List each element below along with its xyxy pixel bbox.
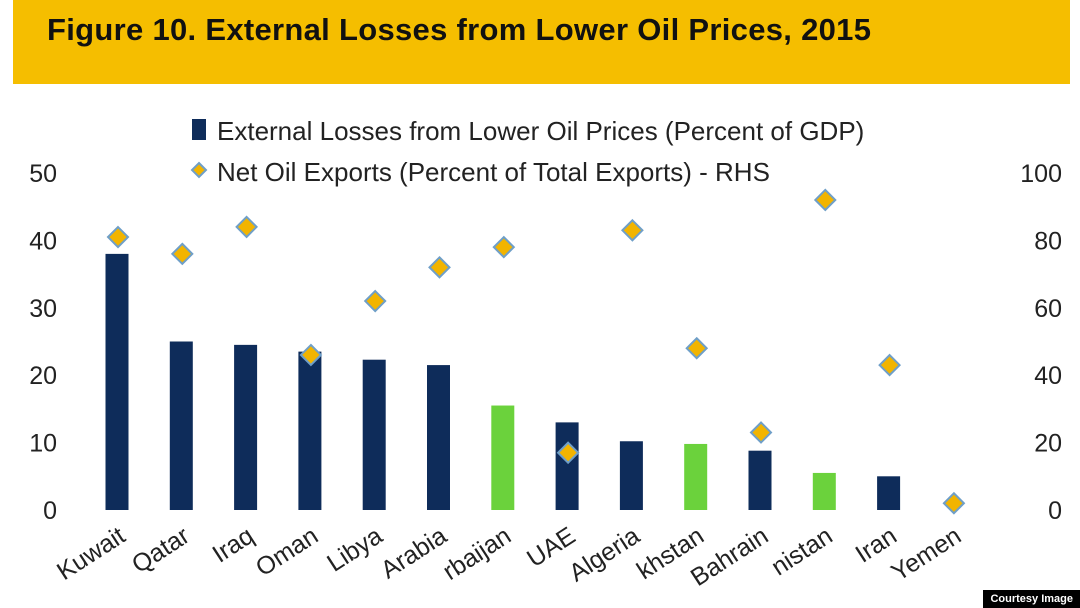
bar-iran [877, 476, 901, 510]
marker-qatar [170, 242, 194, 266]
left-axis: 0 10 20 30 40 50 [29, 160, 57, 525]
y-right-tick-label: 100 [1020, 160, 1062, 188]
marker-libya [363, 289, 387, 313]
y-left-tick-label: 0 [43, 497, 57, 525]
bar-turkmenistan [812, 472, 836, 510]
x-tick-label: Libya [322, 521, 387, 577]
bar-qatar [169, 341, 193, 510]
title-band: Figure 10. External Losses from Lower Oi… [13, 0, 1070, 84]
marker-saudi-arabia [428, 255, 451, 279]
marker-series [106, 188, 966, 515]
bar-iraq [234, 344, 258, 510]
marker-azerbaijan [492, 235, 516, 259]
marker-iran [878, 353, 902, 377]
legend-bar-swatch [192, 119, 206, 140]
bar-libya [362, 359, 386, 510]
legend-bar-label: External Losses from Lower Oil Prices (P… [217, 116, 864, 146]
marker-oman [299, 343, 323, 367]
legend-marker-label: Net Oil Exports (Percent of Total Export… [217, 157, 770, 187]
x-tick-label: Iraq [207, 522, 258, 569]
x-tick-label: Algeria [564, 522, 645, 588]
marker-bahrain [749, 421, 773, 444]
y-right-tick-label: 80 [1034, 227, 1062, 255]
y-left-tick-label: 10 [29, 430, 57, 458]
marker-kazakhstan [685, 336, 709, 360]
x-tick-label: rbaijan [438, 522, 516, 586]
x-tick-label: nistan [766, 522, 837, 582]
y-right-tick-label: 40 [1034, 362, 1062, 390]
y-right-tick-label: 20 [1034, 430, 1062, 458]
y-left-tick-label: 20 [29, 362, 57, 390]
y-left-tick-label: 40 [29, 227, 57, 255]
x-tick-label: Oman [251, 522, 323, 583]
chart-title: Figure 10. External Losses from Lower Oi… [47, 12, 872, 47]
marker-iraq [235, 215, 259, 239]
marker-turkmenistan [813, 188, 837, 212]
bar-saudi-arabia [427, 365, 450, 510]
bar-series [105, 253, 901, 510]
x-tick-label: Yemen [886, 522, 966, 587]
marker-yemen [942, 491, 966, 515]
x-tick-label: Kuwait [52, 522, 130, 586]
bar-oman [298, 351, 322, 510]
legend: External Losses from Lower Oil Prices (P… [190, 116, 864, 187]
x-tick-label: Qatar [127, 522, 195, 580]
y-right-tick-label: 60 [1034, 295, 1062, 323]
right-axis: 0 20 40 60 80 100 [1020, 160, 1062, 525]
image-credit: Courtesy Image [983, 590, 1080, 608]
bar-kazakhstan [684, 443, 708, 510]
y-left-tick-label: 30 [29, 295, 57, 323]
y-right-tick-label: 0 [1048, 497, 1062, 525]
bar-bahrain [748, 450, 772, 510]
bar-uae [555, 422, 579, 510]
bar-azerbaijan [491, 405, 515, 510]
y-left-tick-label: 50 [29, 160, 57, 188]
bar-algeria [619, 441, 643, 510]
marker-kuwait [106, 225, 130, 249]
marker-uae [556, 441, 580, 465]
marker-algeria [620, 218, 644, 242]
legend-marker-swatch [190, 161, 208, 179]
bar-kuwait [105, 253, 129, 510]
x-tick-label: Arabia [376, 521, 452, 584]
